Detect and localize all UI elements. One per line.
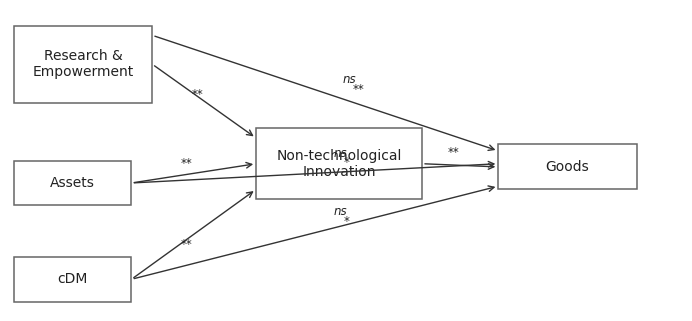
FancyBboxPatch shape [14, 257, 131, 302]
Text: ns: ns [343, 73, 356, 86]
Text: cDM: cDM [57, 272, 88, 286]
Text: **: ** [448, 146, 459, 159]
Text: ns: ns [334, 205, 347, 218]
Text: *: * [343, 215, 349, 228]
Text: Research &
Empowerment: Research & Empowerment [33, 49, 134, 79]
Text: Goods: Goods [545, 160, 590, 174]
FancyBboxPatch shape [14, 160, 131, 205]
Text: **: ** [192, 88, 203, 101]
Text: **: ** [181, 157, 192, 170]
FancyBboxPatch shape [256, 128, 422, 199]
Text: ns: ns [334, 147, 347, 160]
FancyBboxPatch shape [14, 26, 152, 103]
Text: Assets: Assets [51, 176, 95, 190]
Text: Non-technological
Innovation: Non-technological Innovation [276, 149, 402, 179]
Text: **: ** [353, 83, 365, 96]
Text: **: ** [181, 238, 192, 250]
FancyBboxPatch shape [498, 144, 637, 189]
Text: *: * [343, 156, 349, 169]
